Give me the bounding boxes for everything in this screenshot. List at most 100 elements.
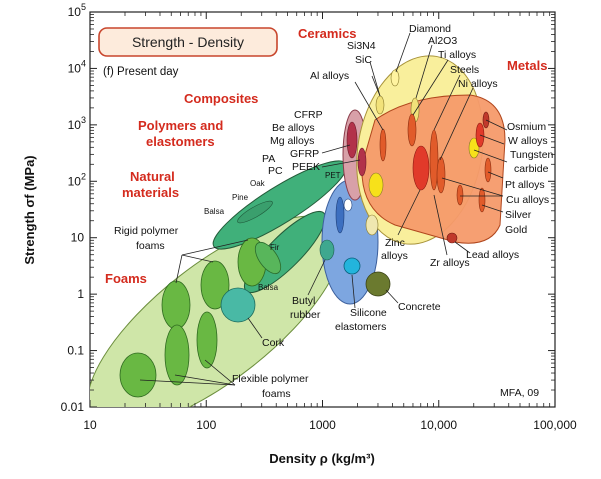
label-oak: Oak (250, 179, 266, 188)
y-tick-label: 103 (68, 115, 86, 132)
label-pet: PET (325, 171, 341, 180)
bubble-gfrp (357, 147, 367, 177)
label-al-alloys: Al alloys (310, 70, 349, 82)
bubble-butyl (319, 239, 335, 261)
label-flex-1: Flexible polymer (232, 373, 309, 385)
bubble-zinc (412, 145, 430, 191)
label-tungsten-1: Tungsten (510, 149, 554, 161)
bubble-diamond (390, 69, 400, 87)
label-tungsten-2: carbide (514, 163, 549, 175)
chart-subtitle: (f) Present day (103, 66, 179, 78)
label-ni-alloys: Ni alloys (458, 78, 498, 90)
label-rigid-1: Rigid polymer (114, 225, 179, 237)
label-steels: Steels (450, 64, 479, 76)
label-gold: Gold (505, 224, 527, 236)
label-butyl-2: rubber (290, 309, 321, 321)
bubble-sic (375, 95, 385, 115)
label-fir: Fir (270, 243, 280, 252)
label-lead: Lead alloys (466, 249, 519, 261)
label-diamond: Diamond (409, 23, 451, 35)
y-tick-label: 0.01 (61, 400, 85, 414)
x-tick-label: 100,000 (533, 418, 577, 432)
bubble-pt (484, 157, 492, 183)
label-pa: PA (262, 153, 275, 165)
title-box (98, 27, 278, 57)
bubble-silicone (343, 257, 361, 275)
label-zinc-2: alloys (381, 250, 408, 262)
bubble-flex-2 (164, 324, 190, 386)
label-silver: Silver (505, 209, 532, 221)
label-osmium: Osmium (507, 121, 546, 133)
leader-lines (139, 32, 508, 386)
label-natural-2: materials (122, 185, 179, 200)
y-tick-label: 105 (68, 2, 86, 19)
label-cork: Cork (262, 337, 285, 349)
label-balsa: Balsa (204, 207, 225, 216)
bubble-polymer-b (343, 198, 353, 212)
chart-title: Strength - Density (132, 34, 244, 50)
bubble-flex-3 (196, 311, 218, 369)
y-tick-label: 10 (71, 231, 85, 245)
material-families (90, 55, 506, 407)
label-w-alloys: W alloys (508, 135, 548, 147)
bubble-lead (446, 232, 458, 244)
bubble-ti (407, 113, 417, 147)
label-composites: Composites (184, 91, 258, 106)
label-si3n4: Si3N4 (347, 40, 376, 52)
label-be-alloys: Be alloys (272, 122, 315, 134)
label-ceramics: Ceramics (298, 26, 357, 41)
x-tick-label: 10,000 (420, 418, 457, 432)
label-silicone-1: Silicone (350, 307, 387, 319)
y-tick-label: 104 (68, 58, 86, 75)
label-metals: Metals (507, 58, 547, 73)
bubble-ceramic-glass (365, 214, 379, 236)
label-sic: SiC (355, 54, 372, 66)
x-tick-label: 100 (196, 418, 216, 432)
bubble-rigid-1 (161, 280, 191, 330)
bubble-cu (436, 156, 446, 194)
bubble-flex-1 (119, 352, 157, 398)
bubble-silver (456, 184, 464, 206)
label-foams: Foams (105, 271, 147, 286)
bubble-gold (478, 187, 486, 213)
label-gfrp: GFRP (290, 148, 319, 160)
label-zr: Zr alloys (430, 257, 470, 269)
bubble-cork (220, 287, 256, 323)
y-tick-label: 102 (68, 171, 86, 188)
label-natural-1: Natural (130, 169, 175, 184)
bubble-pine (237, 200, 273, 224)
x-tick-label: 10 (83, 418, 97, 432)
label-mg-alloys: Mg alloys (270, 135, 314, 147)
label-polymers-2: elastomers (146, 134, 215, 149)
y-axis-title: Strength σf (MPa) (22, 155, 37, 264)
label-balsa-2: Balsa (258, 283, 279, 292)
bubble-al (379, 128, 387, 162)
label-zinc-1: Zinc (385, 237, 405, 249)
bubble-balsa (254, 241, 282, 275)
label-pine: Pine (232, 193, 249, 202)
credit: MFA, 09 (500, 387, 539, 399)
label-pt-alloys: Pt alloys (505, 179, 545, 191)
bubble-concrete (365, 271, 391, 297)
label-pc: PC (268, 165, 283, 177)
label-al2o3: Al2O3 (428, 35, 457, 47)
label-peek: PEEK (292, 161, 320, 173)
label-rigid-2: foams (136, 240, 165, 252)
bubble-cfrp (346, 121, 358, 159)
bubble-polymer-a (335, 196, 345, 234)
label-polymers-1: Polymers and (138, 118, 223, 133)
bubble-steel (429, 129, 439, 191)
y-tick-label: 1 (77, 287, 84, 301)
label-cfrp: CFRP (294, 109, 323, 121)
label-cu-alloys: Cu alloys (506, 194, 549, 206)
label-concrete: Concrete (398, 301, 441, 313)
bubble-ceramic-yellow (368, 172, 384, 198)
axes: 10 100 1000 10,000 100,000 0.01 0.1 1 10 102 103 10… (61, 2, 577, 432)
y-tick-label: 0.1 (67, 344, 84, 358)
label-silicone-2: elastomers (335, 321, 386, 333)
label-butyl-1: Butyl (292, 295, 315, 307)
x-axis-title: Density ρ (kg/m³) (269, 451, 375, 466)
label-flex-2: foams (262, 388, 291, 400)
bubble-rigid-2 (200, 260, 230, 310)
